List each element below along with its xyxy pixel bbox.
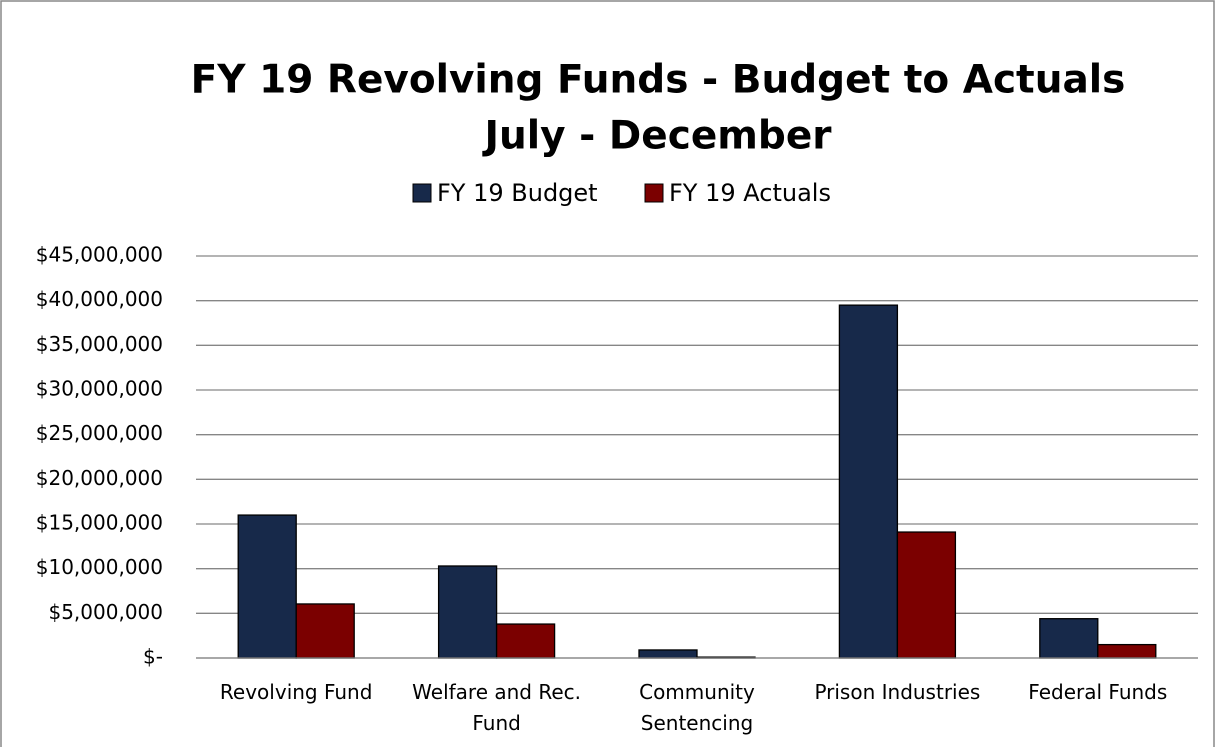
legend-label: FY 19 Actuals	[669, 179, 831, 207]
bar	[1039, 618, 1099, 659]
y-tick-label: $35,000,000	[36, 332, 163, 356]
bar	[295, 603, 355, 659]
bar	[1097, 643, 1157, 659]
y-tick-label: $15,000,000	[36, 511, 163, 535]
x-tick-label: Welfare and Rec. Fund	[412, 680, 582, 735]
x-tick-label: Community Sentencing	[639, 680, 755, 735]
bar	[237, 514, 297, 659]
bar	[495, 623, 556, 659]
y-tick-label: $45,000,000	[36, 243, 163, 267]
x-tick-label: Prison Industries	[814, 680, 981, 704]
y-tick-label: $40,000,000	[36, 287, 163, 311]
y-tick-label: $-	[143, 645, 163, 669]
bar	[638, 649, 698, 659]
legend-label: FY 19 Budget	[437, 179, 598, 207]
y-tick-label: $10,000,000	[36, 555, 163, 579]
chart-title: FY 19 Revolving Funds - Budget to Actual…	[191, 58, 1126, 103]
y-tick-label: $20,000,000	[36, 466, 163, 490]
y-tick-label: $30,000,000	[36, 377, 163, 401]
bar	[437, 565, 498, 659]
x-tick-label: Federal Funds	[1028, 680, 1168, 704]
y-tick-label: $25,000,000	[36, 421, 163, 445]
bar	[838, 304, 899, 659]
legend-swatch	[644, 183, 664, 203]
bar	[896, 531, 957, 659]
chart-subtitle: July - December	[481, 114, 832, 159]
y-tick-label: $5,000,000	[48, 600, 163, 624]
legend-swatch	[412, 183, 432, 203]
x-tick-label: Revolving Fund	[219, 680, 373, 704]
